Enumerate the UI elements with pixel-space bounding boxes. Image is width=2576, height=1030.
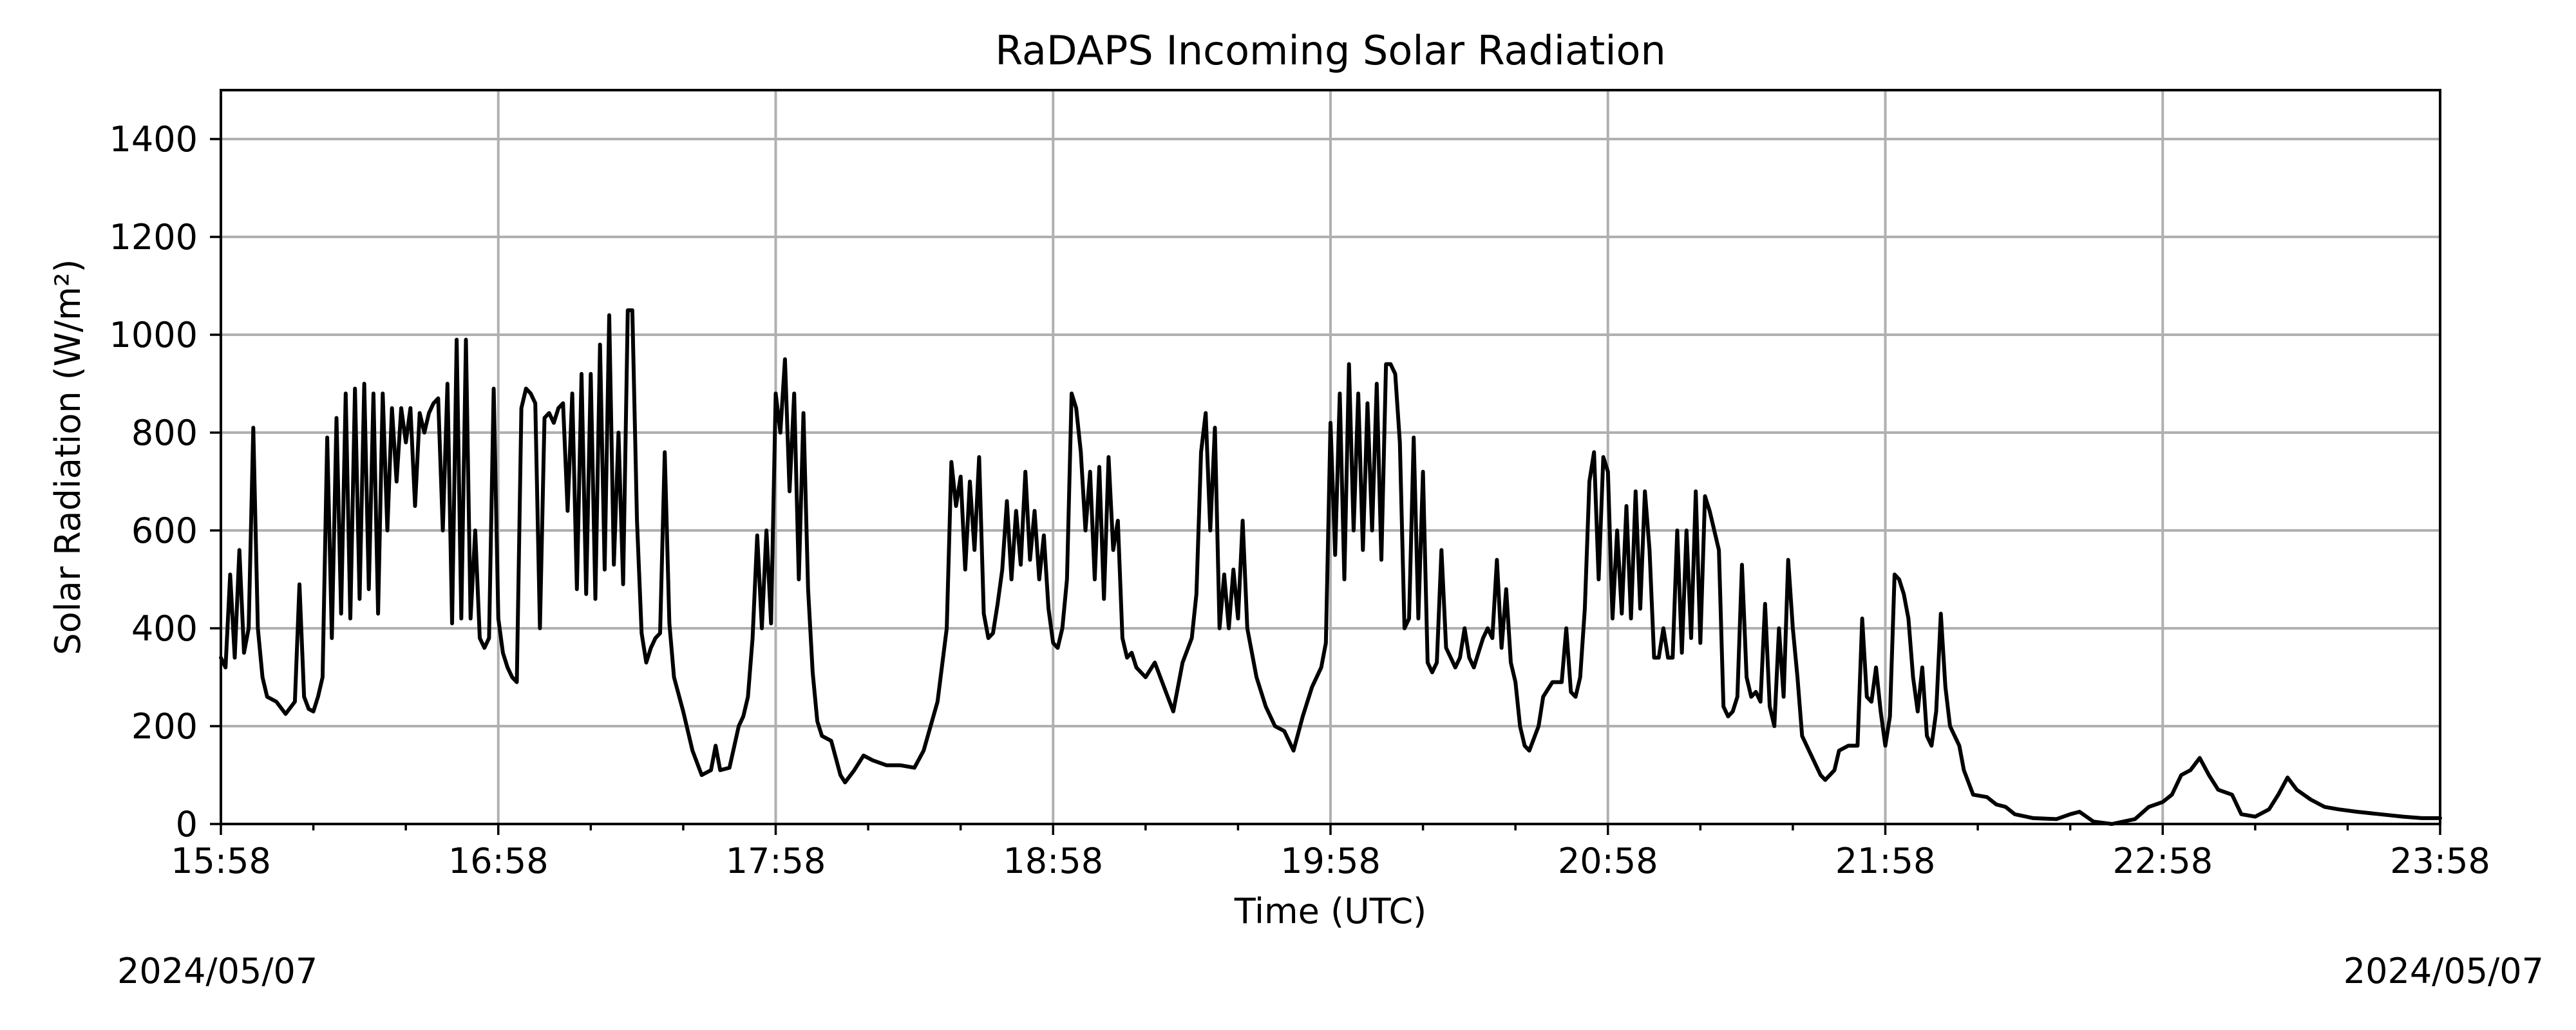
- y-tick-label: 600: [131, 510, 198, 551]
- y-tick-label: 0: [176, 804, 198, 845]
- x-tick-label: 22:58: [2112, 841, 2213, 881]
- x-tick-label: 15:58: [171, 841, 271, 881]
- x-tick-label: 16:58: [448, 841, 549, 881]
- y-tick-label: 1200: [109, 217, 198, 258]
- tick-label-layer: 15:58 16:58 17:58 18:58 19:58 20:58 21:58 22:58…: [109, 119, 2490, 881]
- y-axis-label: Solar Radiation (W/m²): [48, 259, 88, 655]
- y-tick-label: 1000: [109, 315, 198, 355]
- chart-title: RaDAPS Incoming Solar Radiation: [995, 27, 1666, 74]
- x-axis-label: Time (UTC): [1234, 891, 1427, 932]
- x-tick-label: 23:58: [2390, 841, 2490, 881]
- tick-layer: [210, 138, 2441, 835]
- x-tick-label: 21:58: [1835, 841, 1936, 881]
- y-tick-label: 400: [131, 608, 198, 649]
- end-date-label: 2024/05/07: [2344, 951, 2544, 991]
- y-tick-label: 800: [131, 413, 198, 453]
- series-layer: [219, 308, 2442, 826]
- solar-radiation-line: [219, 308, 2442, 826]
- start-date-label: 2024/05/07: [117, 951, 317, 991]
- y-tick-label: 200: [131, 706, 198, 747]
- x-tick-label: 17:58: [726, 841, 826, 881]
- x-tick-label: 20:58: [1558, 841, 1658, 881]
- y-tick-label: 1400: [109, 119, 198, 160]
- x-tick-label: 19:58: [1280, 841, 1381, 881]
- x-tick-label: 18:58: [1003, 841, 1103, 881]
